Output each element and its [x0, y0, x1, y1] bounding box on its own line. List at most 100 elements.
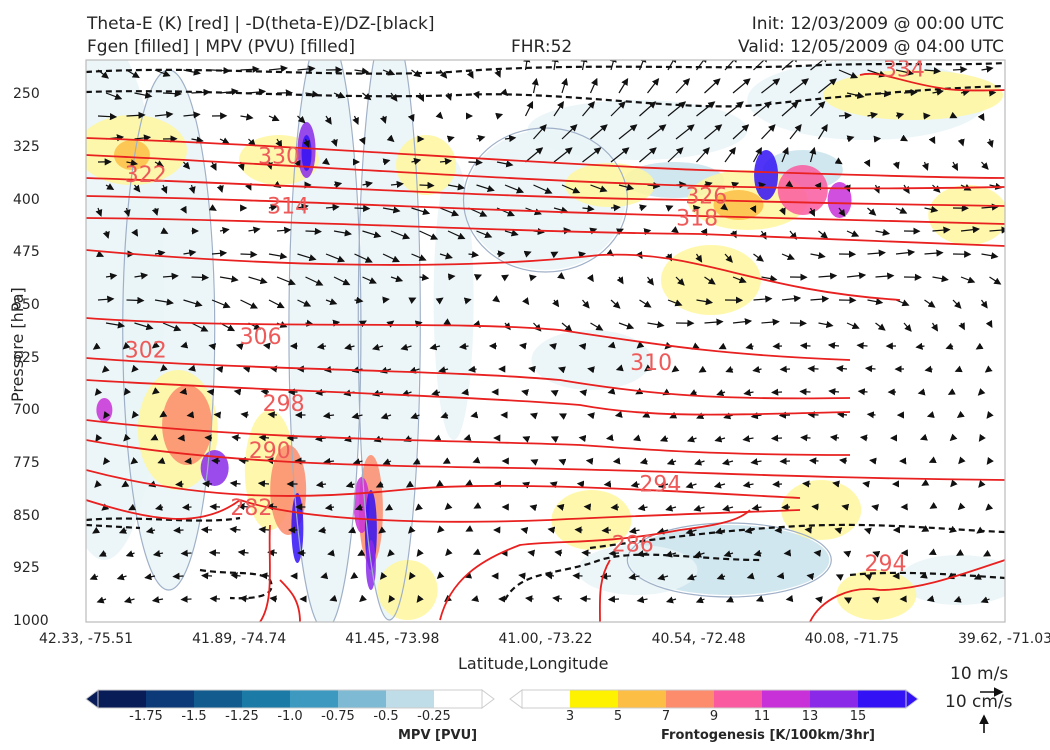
wind-vector: [476, 184, 495, 193]
wind-vector: [297, 65, 316, 73]
wind-vector: [704, 318, 724, 326]
theta-e-contour: [86, 419, 851, 456]
wind-vector: [686, 573, 697, 581]
wind-vector: [442, 457, 451, 464]
wind-vector: [607, 341, 616, 349]
wind-vector: [416, 594, 424, 603]
wind-vector: [419, 181, 435, 189]
wind-vector: [789, 124, 802, 140]
wind-vector: [867, 249, 886, 257]
wind-vector: [895, 112, 905, 120]
wind-vector: [463, 297, 472, 305]
wind-vector: [835, 365, 848, 373]
wind-vector: [800, 434, 811, 442]
wind-vector: [628, 527, 640, 535]
wind-vector: [151, 207, 159, 216]
wind-vector: [121, 480, 130, 488]
wind-vector: [321, 157, 330, 166]
wind-vector: [639, 204, 647, 212]
wind-vector: [416, 548, 424, 557]
wind-vector: [265, 503, 278, 511]
plot-frame: [85, 59, 1006, 623]
wind-vector: [818, 78, 837, 94]
wind-vector: [843, 597, 852, 604]
wind-vector: [411, 207, 431, 216]
wind-vector: [345, 481, 355, 489]
theta-e-label: 294: [865, 552, 907, 577]
wind-vector: [693, 504, 705, 512]
wind-vector: [435, 297, 444, 305]
wind-vector: [219, 226, 230, 235]
wind-vector: [160, 227, 169, 234]
wind-vector: [582, 147, 602, 163]
wind-vector: [92, 526, 101, 534]
wind-vector: [438, 366, 449, 374]
wind-vector: [693, 550, 705, 558]
reference-vector-horizontal-label: 10 m/s: [950, 664, 1009, 684]
colorbar-tick-label: -1.25: [225, 709, 259, 724]
wind-vector: [94, 388, 103, 396]
wind-vector: [838, 457, 848, 465]
wind-vector: [268, 114, 280, 122]
wind-vector: [468, 365, 477, 373]
colorbar-swatch: [522, 690, 571, 708]
x-tick-label: 40.54, -72.48: [651, 631, 746, 647]
wind-vector: [437, 525, 445, 534]
colorbar-swatch: [858, 690, 907, 708]
colorbar-extend-left: [85, 689, 99, 709]
wind-vector: [102, 230, 110, 239]
wind-vector: [382, 458, 392, 466]
wind-vector: [439, 207, 460, 217]
wind-vector: [154, 298, 174, 306]
wind-vector: [915, 342, 925, 350]
wind-vector: [978, 480, 986, 488]
wind-vector: [173, 526, 184, 534]
wind-vector: [134, 272, 149, 280]
wind-vector: [332, 319, 341, 327]
wind-vector: [864, 573, 873, 581]
field-shading: [289, 60, 360, 622]
wind-vector: [130, 457, 139, 465]
wind-vector: [557, 366, 566, 374]
wind-vector: [696, 412, 705, 420]
wind-vector: [659, 435, 669, 442]
wind-vector: [382, 296, 390, 304]
colorbar-extend-right: [481, 689, 495, 709]
wind-vector: [761, 318, 780, 326]
theta-e-label: 282: [230, 496, 272, 521]
wind-vector: [358, 320, 367, 328]
theta-e-contour: [86, 499, 801, 523]
wind-vector: [984, 365, 993, 373]
wind-vector: [257, 480, 270, 488]
wind-vector: [605, 434, 614, 442]
wind-vector: [134, 322, 154, 331]
wind-vector: [665, 596, 677, 604]
wind-vector: [105, 272, 118, 280]
wind-vector: [590, 322, 604, 331]
wind-vector: [470, 411, 479, 419]
wind-vector: [675, 276, 685, 286]
wind-vector: [128, 503, 137, 511]
wind-vector: [131, 410, 139, 419]
theta-e-label: 290: [249, 439, 291, 464]
wind-vector: [118, 527, 127, 534]
wind-vector: [390, 180, 404, 188]
wind-vector: [781, 295, 802, 303]
wind-vector: [603, 480, 612, 488]
mpv-contour-outline: [357, 60, 421, 621]
wind-vector: [956, 549, 965, 556]
wind-vector: [781, 101, 799, 117]
wind-vector: [533, 124, 547, 140]
wind-vector: [723, 550, 734, 558]
wind-vector: [276, 226, 292, 234]
wind-vector: [558, 413, 567, 420]
theta-e-label: 286: [612, 532, 654, 557]
wind-vector: [561, 124, 578, 140]
wind-vector: [859, 434, 868, 442]
wind-vector: [607, 387, 616, 395]
wind-vector: [126, 111, 146, 119]
wind-vector: [180, 549, 192, 557]
wind-vector: [875, 322, 886, 331]
theta-e-contour: [86, 249, 901, 301]
theta-e-label: 302: [125, 338, 167, 363]
